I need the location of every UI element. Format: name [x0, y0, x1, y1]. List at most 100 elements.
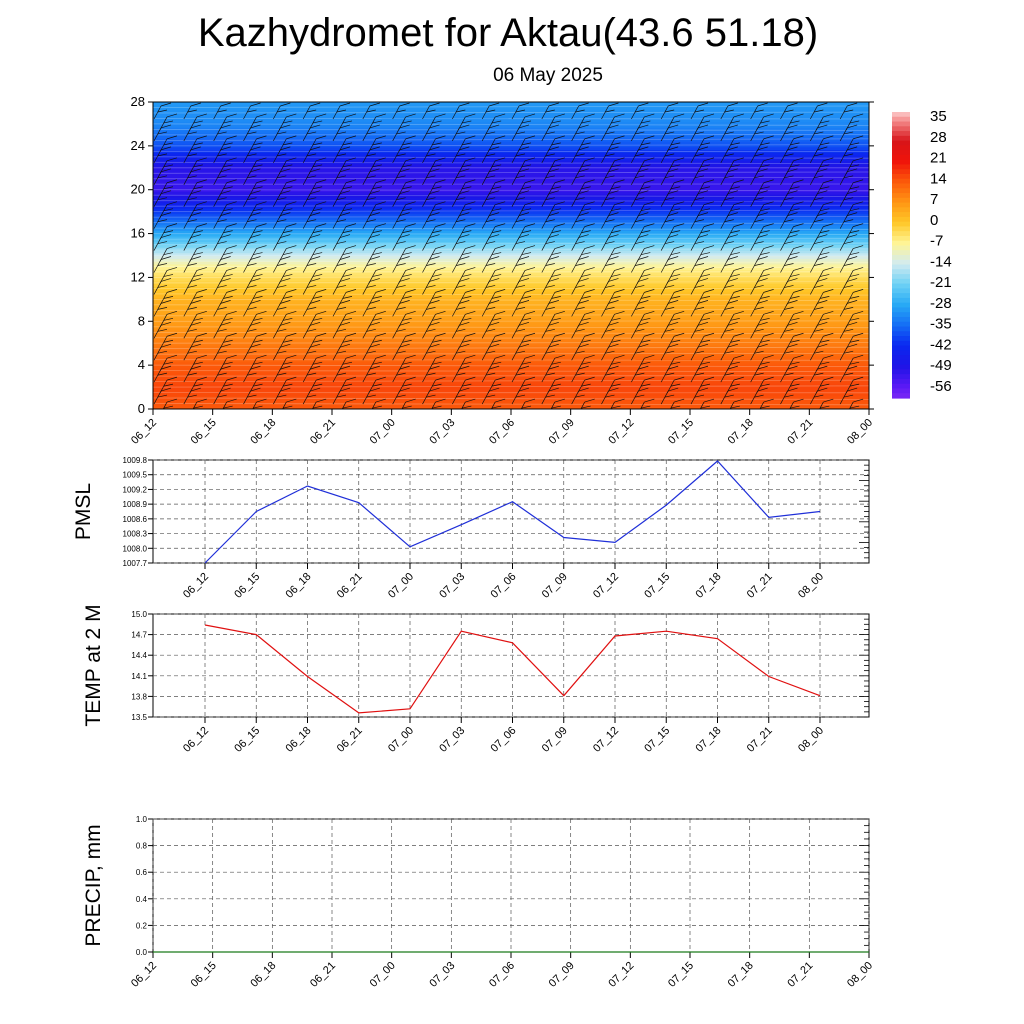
colorbar-swatch	[892, 112, 910, 118]
wind-barb	[481, 212, 500, 229]
wind-barb	[183, 300, 201, 317]
wind-barb	[302, 278, 321, 295]
heatmap-cell	[153, 403, 869, 407]
wind-barb	[302, 343, 321, 361]
wind-barb	[481, 168, 500, 185]
wind-barb	[780, 321, 798, 339]
wind-barb	[213, 256, 231, 273]
wind-barb	[660, 321, 679, 339]
wind-barb	[720, 256, 738, 273]
colorbar-swatch	[892, 393, 910, 399]
heatmap-cell	[153, 261, 869, 265]
wind-barb	[481, 321, 500, 339]
x-tick-label: 06_21	[308, 960, 338, 990]
contour-line	[153, 209, 869, 213]
y-tick-label: 0.6	[136, 868, 148, 877]
heatmap-cell	[153, 132, 869, 137]
wind-barb	[392, 278, 410, 295]
x-tick-label: 07_00	[368, 960, 398, 990]
heatmap-cell	[153, 202, 869, 206]
wind-barb	[392, 190, 410, 207]
contour-line	[153, 346, 869, 350]
wind-barb	[452, 212, 470, 229]
wind-barb	[153, 146, 172, 164]
y-tick-label: 13.5	[131, 713, 147, 722]
heatmap-cell	[153, 171, 869, 176]
x-tick-label: 07_03	[437, 571, 467, 601]
heatmap-cell	[153, 188, 869, 192]
wind-barb	[481, 278, 500, 295]
y-tick-label: 14.1	[131, 672, 147, 681]
wind-barb	[511, 278, 530, 295]
wind-barb	[273, 300, 291, 317]
x-tick-label: 07_06	[489, 725, 519, 755]
wind-barb	[839, 300, 858, 317]
wind-barb	[332, 102, 351, 120]
heatmap-cell	[153, 208, 869, 212]
wind-barb	[452, 321, 470, 339]
contour-line	[153, 138, 869, 141]
wind-barb	[810, 321, 828, 339]
heatmap-cell	[153, 300, 869, 304]
x-tick-label: 06_15	[232, 725, 262, 755]
x-tick-label: 07_15	[642, 571, 672, 601]
wind-barb	[571, 321, 589, 339]
colorbar-swatch	[892, 169, 910, 175]
wind-barb	[720, 365, 738, 383]
wind-barb	[422, 365, 440, 383]
wind-barb	[243, 365, 261, 383]
wind-barb	[511, 146, 530, 164]
wind-barb	[153, 321, 172, 339]
heatmap-cell	[153, 168, 869, 173]
contour-line	[153, 204, 869, 207]
wind-barb	[720, 278, 738, 295]
heatmap-cell	[153, 121, 869, 125]
wind-barb	[153, 212, 172, 229]
wind-barb	[422, 256, 440, 273]
wind-barb	[541, 365, 559, 383]
wind-barb	[511, 365, 530, 383]
wind-barb	[422, 387, 440, 405]
wind-barb	[392, 365, 410, 383]
wind-barb	[153, 365, 172, 383]
wind-barb	[183, 168, 201, 185]
wind-barb	[213, 234, 231, 251]
x-tick-label: 07_21	[745, 725, 775, 755]
heatmap-cell	[153, 383, 869, 388]
wind-barb	[481, 387, 500, 405]
wind-barb	[631, 234, 649, 251]
y-tick-label: 16	[131, 226, 145, 241]
heatmap-cell	[153, 180, 869, 184]
heatmap-cell	[153, 244, 869, 248]
colorbar-label: -56	[930, 378, 952, 395]
heatmap-cell	[153, 330, 869, 335]
wind-barb	[839, 278, 858, 295]
y-tick-label: 20	[131, 182, 145, 197]
wind-barb	[720, 387, 738, 405]
wind-barb	[750, 300, 768, 317]
colorbar-swatch	[892, 316, 910, 323]
wind-barb	[213, 321, 231, 339]
x-tick-label: 07_06	[487, 417, 517, 447]
wind-barb	[780, 234, 798, 251]
wind-barb	[690, 278, 709, 295]
y-tick-label: 13.8	[131, 692, 147, 701]
heatmap-cell	[153, 392, 869, 396]
contour-line	[153, 123, 869, 126]
contour-line	[153, 293, 869, 296]
heatmap-cell	[153, 283, 869, 287]
x-tick-label: 07_06	[487, 960, 517, 990]
page-title: Kazhydromet for Aktau(43.6 51.18)	[197, 11, 819, 55]
wind-barb	[810, 234, 828, 251]
contour-line	[153, 144, 869, 147]
wind-barb	[750, 387, 768, 405]
wind-barb	[511, 124, 530, 142]
wind-barb	[750, 124, 768, 142]
wind-barb	[690, 190, 709, 207]
colorbar-swatch	[892, 278, 910, 285]
wind-barb	[631, 146, 649, 164]
y-axis-title: TEMP at 2 M	[82, 604, 105, 726]
x-tick-label: 07_00	[386, 571, 416, 601]
wind-barb	[392, 321, 410, 339]
y-tick-label: 24	[131, 138, 145, 153]
